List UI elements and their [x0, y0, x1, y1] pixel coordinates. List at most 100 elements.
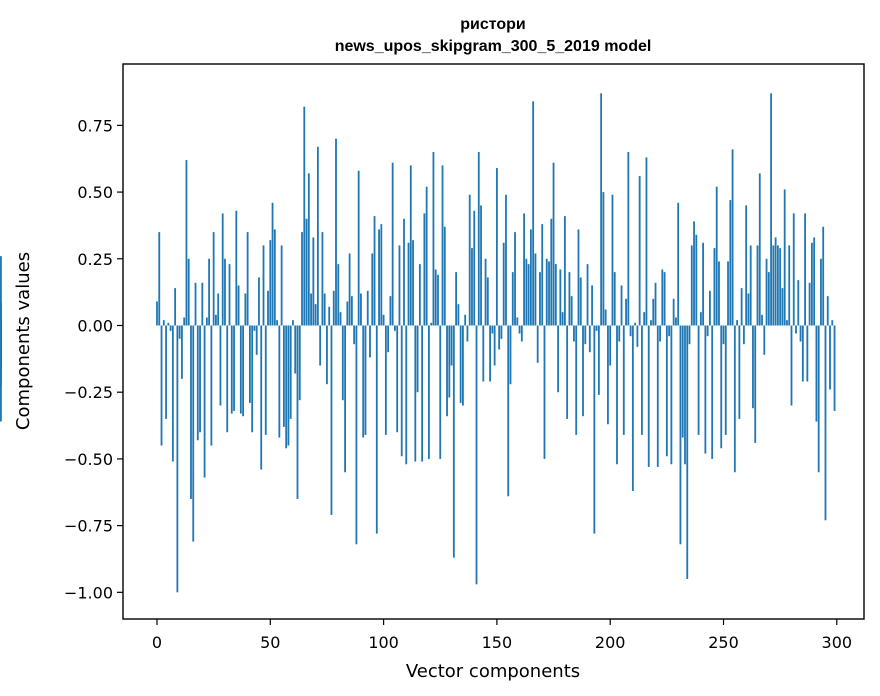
bar	[452, 325, 455, 558]
bar	[738, 325, 741, 419]
bar	[575, 325, 578, 435]
y-tick-label: 0.50	[77, 183, 113, 202]
bar	[602, 192, 605, 326]
bar	[387, 325, 390, 353]
bar	[364, 325, 367, 435]
bar	[346, 301, 349, 326]
bar	[831, 320, 834, 326]
bar	[509, 325, 512, 385]
bar	[520, 325, 523, 342]
bar	[690, 245, 693, 326]
bar	[156, 301, 158, 326]
x-tick-label: 200	[595, 633, 626, 652]
bar	[631, 325, 634, 491]
bar	[183, 317, 186, 326]
bar	[264, 325, 267, 435]
bar	[550, 218, 553, 326]
bar	[477, 152, 480, 326]
bar	[810, 242, 813, 326]
bar	[310, 293, 312, 326]
bar	[586, 264, 589, 326]
bar	[613, 272, 616, 326]
bars-group	[0, 93, 836, 593]
bar	[645, 157, 648, 326]
bar	[233, 325, 235, 411]
bar	[366, 290, 369, 326]
bar	[731, 149, 734, 326]
bar	[516, 317, 519, 326]
bar	[833, 325, 836, 411]
bar	[224, 258, 226, 326]
bar	[357, 170, 360, 326]
bar	[375, 325, 378, 534]
bar	[335, 138, 337, 326]
bar	[282, 325, 285, 427]
bar	[697, 325, 700, 435]
bar	[269, 240, 272, 326]
bar	[808, 282, 811, 326]
bar	[541, 224, 544, 326]
bar	[371, 253, 374, 326]
bar	[468, 194, 471, 326]
bar	[493, 325, 496, 366]
bar	[466, 325, 469, 342]
bar	[239, 325, 242, 414]
bar	[316, 146, 319, 326]
bar	[681, 325, 684, 438]
bar	[296, 325, 299, 499]
bar	[829, 325, 831, 390]
bar	[464, 314, 467, 326]
bar	[776, 245, 779, 326]
bar	[416, 325, 419, 393]
bar	[668, 325, 671, 337]
bar	[253, 325, 256, 331]
bar	[822, 226, 825, 326]
bar	[201, 282, 204, 326]
bar	[801, 325, 804, 382]
bar	[545, 258, 548, 326]
bar	[341, 325, 344, 401]
bar	[0, 325, 2, 387]
bar	[221, 213, 224, 326]
x-axis-ticks: 0 50 100 150 200 250 300	[152, 619, 852, 652]
bar	[767, 272, 770, 326]
bar	[557, 325, 559, 393]
bar	[285, 325, 288, 449]
bar	[405, 325, 408, 465]
bar	[373, 216, 376, 326]
bar	[482, 325, 485, 382]
bar	[790, 325, 793, 406]
bar	[337, 264, 340, 326]
bar	[212, 232, 215, 326]
bar	[380, 224, 383, 326]
bar	[727, 261, 729, 326]
bar	[473, 210, 476, 326]
bar	[799, 325, 802, 342]
bar	[158, 232, 161, 326]
bar	[208, 258, 211, 326]
bar	[305, 218, 308, 326]
bar	[736, 320, 738, 326]
bar	[167, 322, 170, 326]
bar	[475, 325, 478, 585]
bar	[319, 325, 322, 366]
bar	[432, 152, 435, 326]
bar	[434, 269, 437, 326]
bar	[604, 309, 607, 326]
bar	[505, 194, 507, 326]
bar	[820, 258, 822, 326]
x-axis-label: Vector components	[406, 661, 580, 682]
bar	[582, 325, 584, 417]
bar	[783, 189, 786, 326]
bar	[382, 314, 385, 326]
bar	[709, 290, 711, 326]
bar	[611, 194, 614, 326]
bar	[280, 245, 283, 326]
bar	[729, 200, 732, 326]
bar	[332, 290, 335, 326]
bar	[0, 256, 2, 326]
bar	[518, 325, 521, 334]
bar	[595, 325, 598, 331]
bar	[579, 277, 582, 326]
bar	[573, 325, 575, 342]
